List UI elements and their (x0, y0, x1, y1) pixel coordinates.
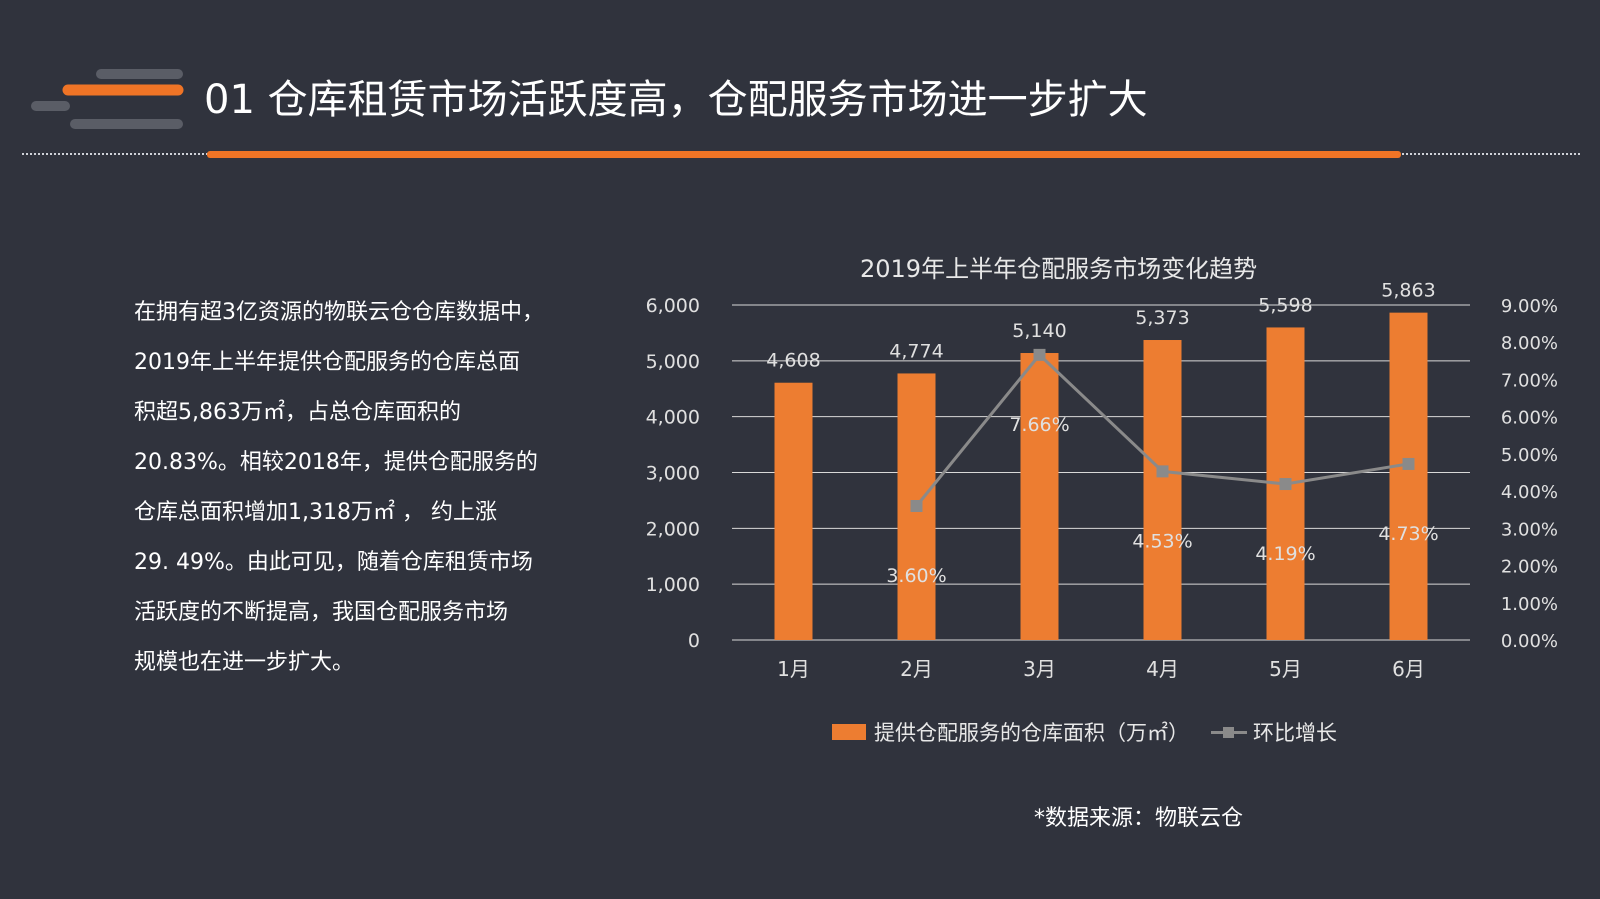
description-line: 积超5,863万㎡，占总仓库面积的 (134, 400, 461, 425)
x-tick-label: 3月 (1023, 657, 1056, 681)
x-tick-label: 4月 (1146, 657, 1179, 681)
y-right-tick-label: 1.00% (1501, 594, 1558, 615)
y-left-tick-label: 3,000 (646, 463, 700, 485)
bar (1020, 353, 1059, 640)
x-tick-label: 6月 (1392, 657, 1425, 681)
legend-bar-swatch (832, 724, 866, 740)
combo-chart: 0 1,000 2,000 3,000 4,000 5,000 6,000 0.00% 1.00… (646, 280, 1558, 681)
growth-value-label: 3.60% (886, 565, 946, 587)
growth-value-label: 4.19% (1255, 543, 1315, 565)
bar (1143, 340, 1182, 640)
x-tick-label: 2月 (900, 657, 933, 681)
bar-value-label: 5,863 (1381, 280, 1435, 302)
growth-point (1279, 478, 1292, 491)
y-left-tick-label: 4,000 (646, 407, 700, 429)
page-title: 01 仓库租赁市场活跃度高，仓配服务市场进一步扩大 (204, 77, 1148, 123)
y-left-tick-label: 2,000 (646, 518, 700, 540)
growth-value-label: 7.66% (1009, 414, 1069, 436)
bar-value-label: 4,608 (766, 350, 820, 372)
y-right-tick-label: 6.00% (1501, 408, 1558, 429)
y-right-tick-label: 4.00% (1501, 482, 1558, 503)
header-accent-bar (207, 151, 1401, 158)
description-line: 20.83%。相较2018年，提供仓配服务的 (134, 450, 538, 475)
chart-title: 2019年上半年仓配服务市场变化趋势 (860, 255, 1258, 283)
y-left-tick-label: 6,000 (646, 295, 700, 317)
description-line: 规模也在进一步扩大。 (134, 650, 355, 675)
growth-value-label: 4.53% (1132, 530, 1192, 552)
description-line: 仓库总面积增加1,318万㎡ ， 约上涨 (134, 500, 497, 525)
bar (1389, 312, 1428, 640)
x-tick-label: 5月 (1269, 657, 1302, 681)
bar (774, 382, 813, 640)
data-source-note: *数据来源：物联云仓 (1034, 806, 1244, 831)
y-left-tick-label: 1,000 (646, 574, 700, 596)
bar-value-label: 4,774 (889, 340, 943, 362)
growth-point (1402, 457, 1415, 470)
description-line: 29. 49%。由此可见，随着仓库租赁市场 (134, 550, 533, 575)
growth-point (1033, 348, 1046, 361)
y-right-tick-label: 2.00% (1501, 557, 1558, 578)
bar-value-label: 5,140 (1012, 320, 1066, 342)
y-right-tick-label: 3.00% (1501, 519, 1558, 540)
y-right-tick-label: 8.00% (1501, 333, 1558, 354)
bar-value-label: 5,598 (1258, 294, 1312, 316)
x-tick-label: 1月 (777, 657, 810, 681)
growth-point (910, 500, 923, 512)
growth-value-label: 4.73% (1378, 523, 1438, 545)
description-line: 2019年上半年提供仓配服务的仓库总面 (134, 350, 520, 375)
legend-bar-label: 提供仓配服务的仓库面积（万㎡） (874, 721, 1189, 745)
y-right-tick-label: 9.00% (1501, 296, 1558, 317)
description-line: 活跃度的不断提高，我国仓配服务市场 (134, 600, 509, 625)
y-left-tick-label: 0 (688, 630, 700, 652)
header-decoration (31, 69, 184, 129)
y-right-tick-label: 5.00% (1501, 445, 1558, 466)
y-left-tick-label: 5,000 (646, 351, 700, 373)
growth-point (1156, 465, 1169, 478)
legend-line-swatch (1211, 724, 1247, 740)
bar-value-label: 5,373 (1135, 307, 1189, 329)
chart-legend: 提供仓配服务的仓库面积（万㎡） 环比增长 (832, 717, 1337, 747)
description-text: 在拥有超3亿资源的物联云仓仓库数据中， 2019年上半年提供仓配服务的仓库总面 … (134, 288, 604, 688)
y-right-tick-label: 0.00% (1501, 631, 1558, 652)
y-right-tick-label: 7.00% (1501, 370, 1558, 391)
description-line: 在拥有超3亿资源的物联云仓仓库数据中， (134, 300, 544, 325)
legend-line-label: 环比增长 (1253, 721, 1337, 745)
